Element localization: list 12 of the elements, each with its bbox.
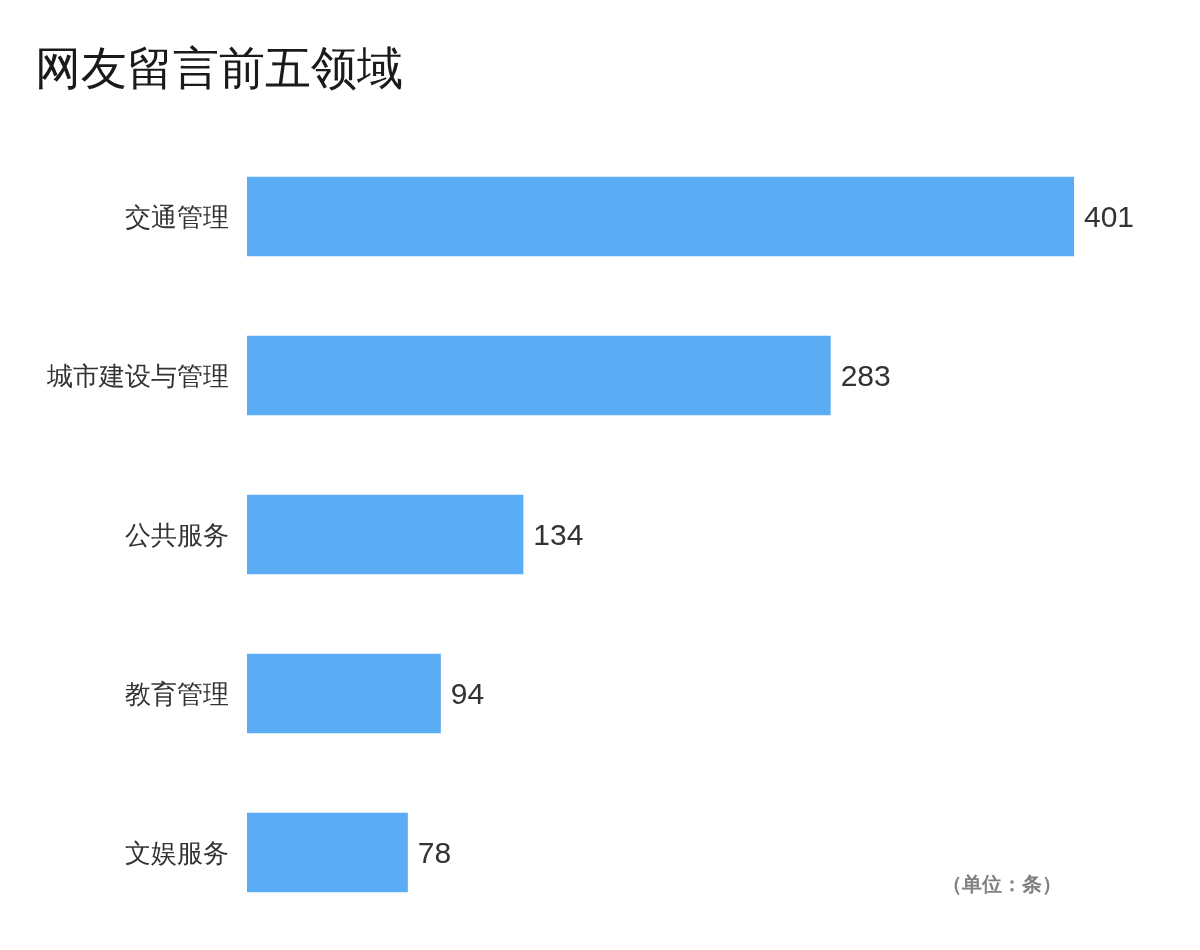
tick-label: 文娱服务 [125,837,229,868]
tick-label: 公共服务 [125,519,229,550]
title: 网友留言前五领域 [35,42,403,94]
annotation: （单位：条） [942,873,1062,895]
data-label: 78 [417,836,452,869]
tick-label: 交通管理 [125,201,229,232]
data-label: 283 [840,359,891,392]
data-label: 94 [450,677,485,710]
tick-label: 教育管理 [125,678,229,709]
data-label: 401 [1084,200,1135,233]
data-label: 134 [533,518,584,551]
tick-label: 城市建设与管理 [47,360,229,391]
